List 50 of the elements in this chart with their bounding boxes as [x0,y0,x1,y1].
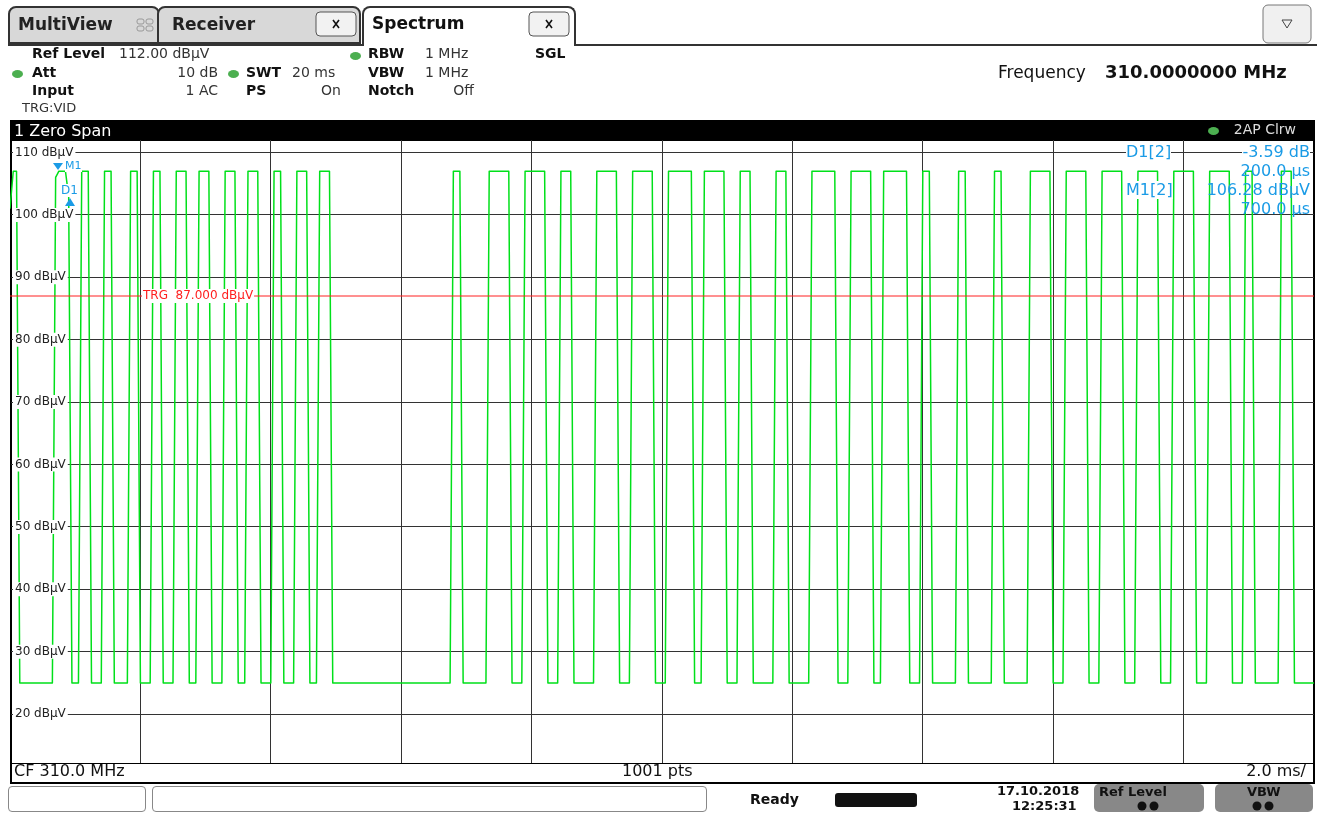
annotation: D1[2] [1126,142,1172,161]
text: Frequency [998,62,1086,82]
text: 310.0000000 MHz [1105,61,1287,82]
text: 2AP Clrw [1233,121,1296,138]
y-tick-label: 50 dBµV [15,519,67,534]
text: On [321,82,341,99]
text: Off [453,82,474,99]
y-tick-label: 100 dBµV [15,207,75,222]
chart-title: 1 Zero Span [14,121,112,140]
text: RBW [368,45,405,62]
y-tick-label: 70 dBµV [15,394,67,409]
annotation: 2.0 ms/ [1246,761,1306,780]
text: Receiver [172,14,256,34]
text: VBW [1247,784,1281,800]
text: Ready [750,791,799,808]
text: 17.10.2018 [997,783,1080,799]
y-tick-label: 40 dBµV [15,581,67,596]
text: Att [32,64,57,81]
text: 10 dB [177,64,218,81]
text: Input [32,82,74,99]
y-tick-label: 20 dBµV [15,706,67,721]
annotation: M1[2] [1126,180,1173,199]
text: SGL [535,45,566,62]
annotation: D1 [61,183,78,198]
text: Spectrum [372,13,465,33]
text: TRG:VID [22,100,77,116]
text: 1 MHz [425,45,469,62]
text: Ref Level [32,45,106,62]
text: MultiView [18,14,113,34]
annotation: M1 [65,159,82,173]
y-tick-label: 80 dBµV [15,331,67,346]
text: VBW [368,64,405,81]
text: 1 AC [185,82,218,99]
text: Ref Level [1099,784,1167,800]
y-tick-label: 110 dBµV [15,144,75,159]
annotation: 1001 pts [622,761,693,780]
text: 20 ms [292,64,336,81]
text: 112.00 dBµV [119,45,210,62]
text: SWT [246,64,282,81]
annotation: CF 310.0 MHz [14,761,125,780]
y-tick-label: 90 dBµV [15,269,67,284]
annotation: 200.0 µs [1240,161,1310,180]
text: 12:25:31 [1012,798,1077,814]
annotation: -3.59 dB [1242,142,1310,161]
text: PS [246,82,267,99]
y-tick-label: 60 dBµV [15,456,67,471]
y-tick-label: 30 dBµV [15,643,67,658]
ref-line-label: TRG 87.000 dBµV [142,288,254,303]
text: 1 MHz [425,64,469,81]
text: Notch [368,82,415,99]
